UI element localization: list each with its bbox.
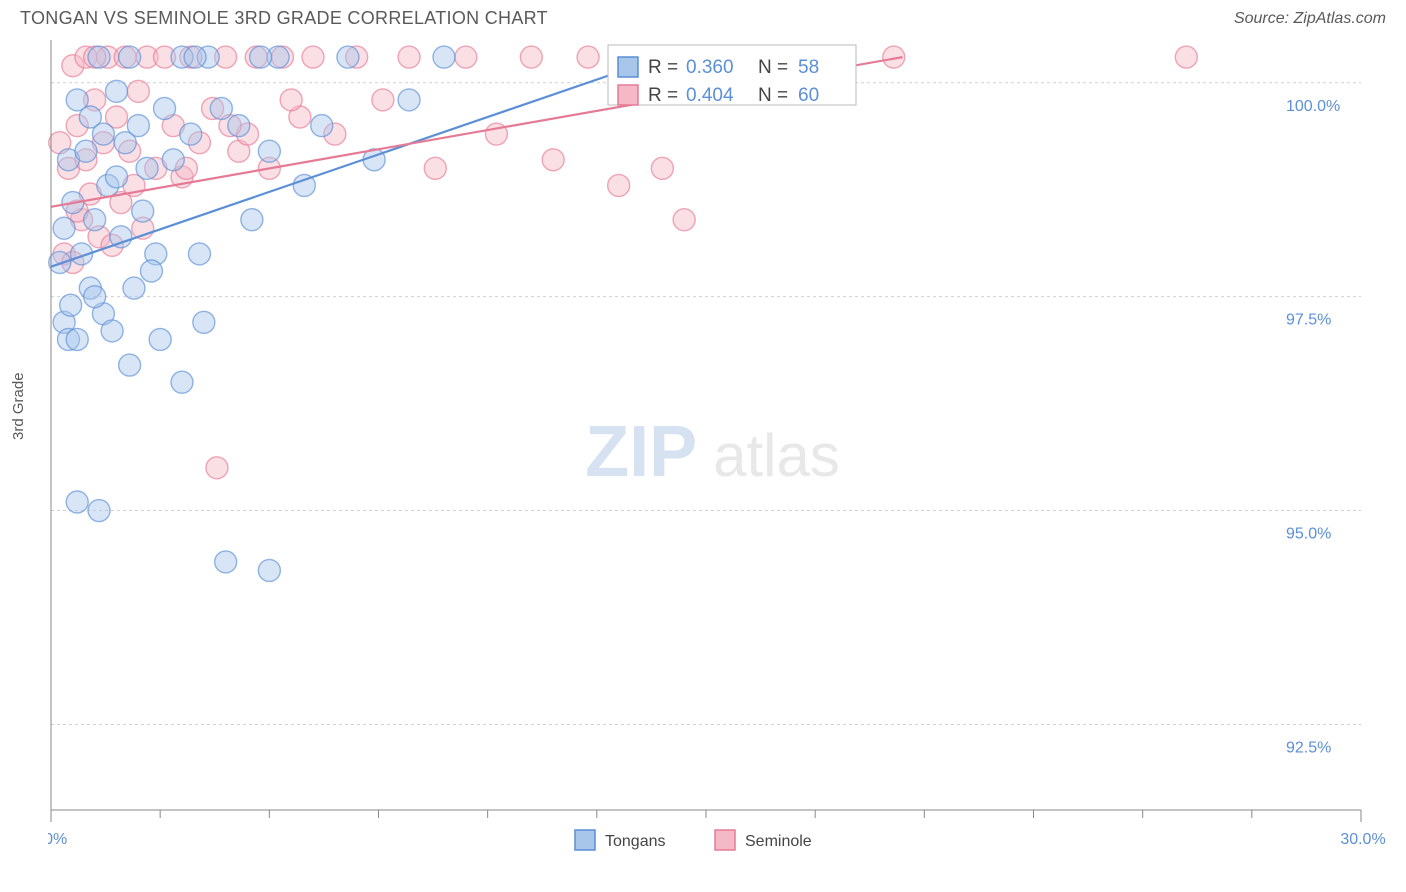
data-point — [433, 46, 455, 68]
data-point — [92, 123, 114, 145]
data-point — [132, 200, 154, 222]
series-swatch — [575, 830, 595, 850]
data-point — [66, 328, 88, 350]
legend-r-value: 0.360 — [686, 57, 734, 78]
data-point — [311, 115, 333, 137]
data-point — [127, 115, 149, 137]
data-point — [149, 328, 171, 350]
data-point — [241, 209, 263, 231]
y-tick-label: 97.5% — [1286, 312, 1331, 329]
legend-swatch — [618, 57, 638, 77]
data-point — [136, 157, 158, 179]
data-point — [1175, 46, 1197, 68]
data-point — [193, 311, 215, 333]
legend-n-value: 58 — [798, 57, 819, 78]
x-tick-label: 30.0% — [1340, 831, 1385, 848]
data-point — [215, 551, 237, 573]
data-point — [206, 457, 228, 479]
data-point — [140, 260, 162, 282]
data-point — [123, 277, 145, 299]
data-point — [188, 243, 210, 265]
y-tick-label: 100.0% — [1286, 98, 1340, 115]
legend-n-value: 60 — [798, 85, 819, 106]
legend-n-label: N = — [758, 85, 788, 106]
legend-swatch — [618, 85, 638, 105]
data-point — [577, 46, 599, 68]
data-point — [455, 46, 477, 68]
data-point — [542, 149, 564, 171]
data-point — [651, 157, 673, 179]
data-point — [398, 46, 420, 68]
scatter-chart: 92.5% 95.0% 97.5% 100.0% ZIPatlas R = 0.360 N =… — [48, 37, 1398, 875]
data-point — [84, 286, 106, 308]
data-point — [154, 97, 176, 119]
data-point — [258, 559, 280, 581]
data-point — [608, 174, 630, 196]
data-point — [280, 89, 302, 111]
data-point — [673, 209, 695, 231]
data-point — [88, 46, 110, 68]
legend-r-label: R = — [648, 57, 678, 78]
legend-r-value: 0.404 — [686, 85, 734, 106]
data-point — [53, 217, 75, 239]
data-point — [210, 97, 232, 119]
y-axis-label: 3rd Grade — [10, 372, 27, 440]
x-tick-label: 0.0% — [48, 831, 67, 848]
data-point — [171, 371, 193, 393]
data-point — [162, 149, 184, 171]
data-point — [184, 46, 206, 68]
legend-r-label: R = — [648, 85, 678, 106]
data-point — [127, 80, 149, 102]
data-point — [119, 354, 141, 376]
data-point — [66, 491, 88, 513]
data-point — [228, 115, 250, 137]
data-point — [337, 46, 359, 68]
series-label: Seminole — [745, 833, 812, 850]
legend-n-label: N = — [758, 57, 788, 78]
data-point — [520, 46, 542, 68]
data-point — [49, 251, 71, 273]
series-label: Tongans — [605, 833, 666, 850]
data-point — [119, 46, 141, 68]
data-point — [106, 80, 128, 102]
data-point — [84, 209, 106, 231]
data-point — [372, 89, 394, 111]
data-point — [424, 157, 446, 179]
data-point — [60, 294, 82, 316]
data-point — [75, 140, 97, 162]
y-tick-label: 95.0% — [1286, 526, 1331, 543]
series-swatch — [715, 830, 735, 850]
data-point — [250, 46, 272, 68]
data-point — [106, 166, 128, 188]
y-tick-label: 92.5% — [1286, 739, 1331, 756]
source-label: Source: ZipAtlas.com — [1234, 10, 1386, 28]
data-point — [258, 140, 280, 162]
data-point — [88, 500, 110, 522]
data-point — [302, 46, 324, 68]
data-point — [180, 123, 202, 145]
data-point — [398, 89, 420, 111]
chart-title: TONGAN VS SEMINOLE 3RD GRADE CORRELATION… — [20, 8, 548, 29]
watermark-zip: ZIP — [585, 412, 697, 492]
watermark-atlas: atlas — [713, 422, 840, 489]
data-point — [101, 320, 123, 342]
